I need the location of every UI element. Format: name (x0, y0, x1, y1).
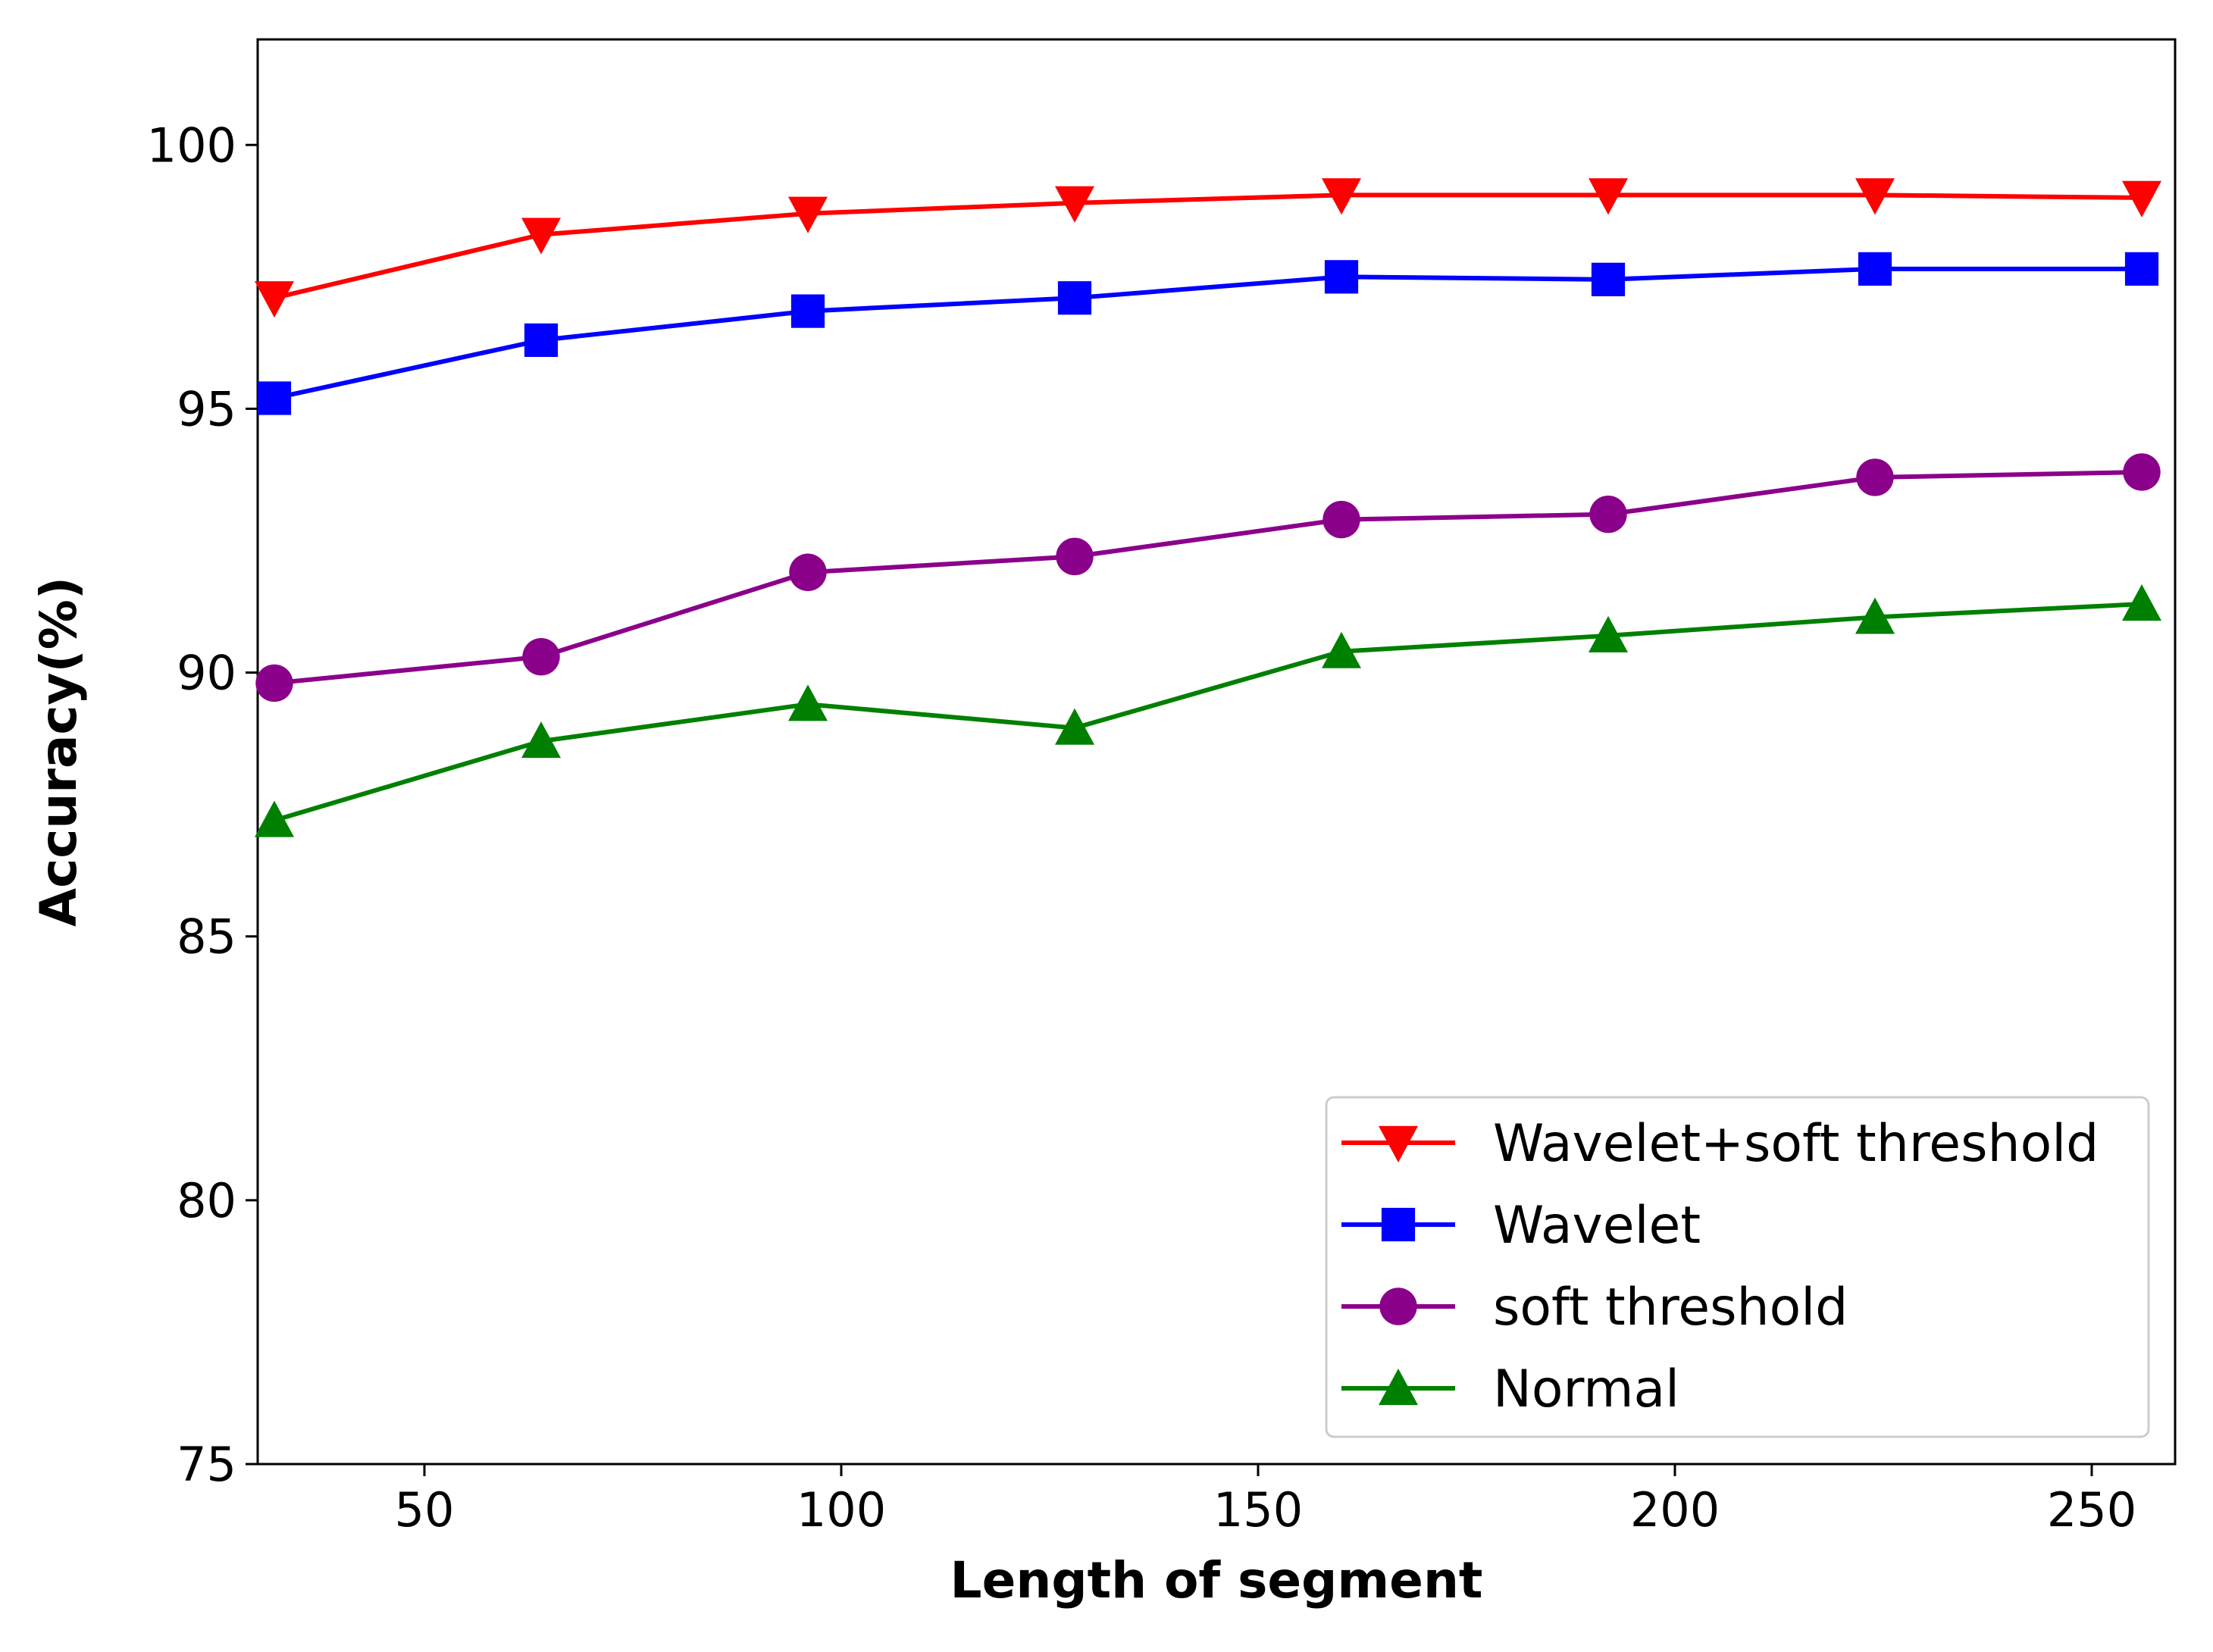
legend-marker (1379, 1287, 1417, 1325)
legend-marker (1379, 1125, 1418, 1162)
legend-label: soft threshold (1493, 1278, 1848, 1338)
data-point (1858, 252, 1892, 286)
legend-marker (1381, 1207, 1416, 1242)
series-layer (255, 178, 2161, 837)
plot-area (256, 38, 2177, 1466)
data-point (1322, 631, 1361, 668)
data-point (255, 800, 294, 837)
data-point (788, 196, 828, 233)
legend-label: Normal (1493, 1359, 1679, 1419)
data-point (255, 281, 294, 318)
y-tick-label: 95 (177, 381, 236, 436)
y-tick-label: 80 (177, 1173, 236, 1228)
legend-box (1325, 1096, 2150, 1438)
y-tick-label: 75 (177, 1437, 236, 1492)
y-tick-label: 85 (177, 909, 236, 965)
x-axis: 50 100 150 200 250 (395, 1464, 2136, 1538)
data-point (257, 381, 292, 415)
y-axis: 75 80 85 90 95 100 (147, 117, 258, 1492)
legend-marker (1379, 1369, 1418, 1406)
data-point (1589, 495, 1627, 533)
data-point (1591, 262, 1626, 296)
legend-label: Wavelet (1493, 1196, 1701, 1256)
data-point (1055, 708, 1094, 745)
data-point (1056, 537, 1094, 576)
series-1 (257, 252, 2159, 415)
data-point (521, 217, 561, 255)
data-point (524, 323, 559, 357)
data-point (1855, 178, 1895, 215)
data-point (1055, 186, 1094, 223)
data-point (1057, 281, 1092, 315)
y-axis-title: Accuracy(%) (30, 577, 88, 927)
data-point (1322, 178, 1361, 215)
data-point (1324, 260, 1359, 294)
y-tick-label: 90 (177, 646, 236, 701)
x-tick-label: 200 (1630, 1482, 1720, 1538)
data-point (790, 294, 825, 328)
data-point (2123, 453, 2161, 491)
x-tick-label: 150 (1213, 1482, 1303, 1538)
legend: Wavelet+soft threshold Wavelet soft thresh… (1325, 1096, 2150, 1438)
data-point (2122, 584, 2161, 621)
data-point (1322, 500, 1360, 539)
data-point (2122, 180, 2161, 217)
plot-frame (256, 38, 2177, 1466)
data-point (521, 721, 561, 759)
data-point (1589, 178, 1628, 215)
x-tick-label: 250 (2047, 1482, 2136, 1538)
x-tick-label: 100 (797, 1482, 886, 1538)
series-2 (255, 453, 2161, 702)
series-0 (255, 178, 2161, 318)
x-tick-label: 50 (395, 1482, 455, 1538)
series-3 (255, 584, 2161, 837)
series-line (274, 266, 2142, 401)
data-point (522, 637, 560, 676)
data-point (788, 684, 828, 721)
data-point (1589, 615, 1628, 652)
data-point (2124, 252, 2159, 286)
y-tick-label: 100 (147, 117, 236, 173)
series-line (274, 469, 2143, 686)
legend-label: Wavelet+soft threshold (1493, 1114, 2099, 1174)
series-line (274, 192, 2143, 301)
data-point (255, 664, 293, 702)
data-point (1856, 458, 1894, 496)
data-point (789, 553, 827, 591)
series-line (274, 602, 2143, 823)
x-axis-title: Length of segment (950, 1551, 1483, 1610)
data-point (1855, 597, 1895, 634)
